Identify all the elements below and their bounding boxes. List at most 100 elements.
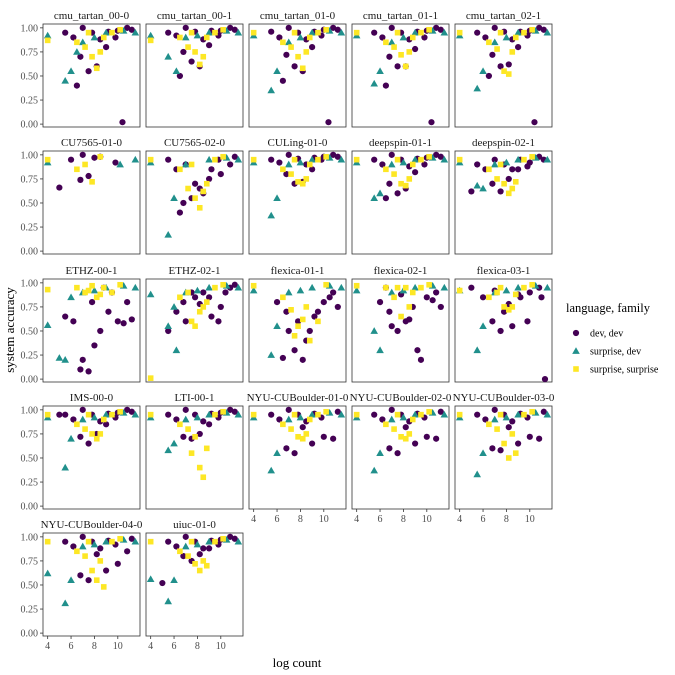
y-tick-label: 0.75 [21,174,39,185]
y-tick-label: 0.50 [21,580,39,591]
data-point [515,166,522,173]
data-point [494,176,500,182]
facet-title: cmu_tartan_01-0 [260,10,336,22]
data-point [102,28,110,36]
data-point [177,34,183,41]
data-point [79,24,86,31]
data-point [299,316,306,323]
y-tick-label: 1.00 [21,405,39,416]
facet-panel: cmu_tartan_00-0 0.00 0.25 0.50 0.75 1.00 [21,10,141,131]
data-point [386,308,393,315]
data-point [280,421,286,428]
data-point [494,289,500,296]
data-point [409,34,416,41]
data-point [220,26,226,33]
facet-panel: cmu_tartan_01-1 [351,10,450,128]
data-point [391,44,397,50]
data-point [486,39,492,46]
data-point [97,153,104,160]
data-point [387,38,396,46]
data-point [479,322,487,330]
data-point [43,569,52,577]
data-point [299,424,306,431]
data-point [414,347,421,354]
y-tick-label: 0.00 [21,247,39,258]
data-point [315,29,321,36]
data-point [296,33,305,41]
data-point [97,545,104,552]
data-point [521,29,527,36]
data-point [250,411,257,418]
data-point [276,416,283,423]
data-point [456,29,463,36]
data-point [147,156,154,163]
data-point [509,185,516,192]
data-point [79,151,86,158]
data-point [334,26,341,33]
data-point [309,44,316,51]
data-point [521,411,527,418]
data-point [97,558,104,564]
data-point [203,562,210,569]
data-point [536,435,543,442]
data-point [308,283,316,291]
facet-title: NYU-CUBoulder-02-0 [350,392,452,404]
data-point [337,410,346,418]
data-point [526,289,533,296]
facet-panel: CU7565-01-0 0.00 0.25 0.50 0.75 1.00 [21,137,141,258]
data-point [212,411,218,418]
data-point [353,29,360,36]
data-point [308,28,316,36]
data-point [285,327,292,335]
data-point [497,284,504,291]
facet-panel: deepspin-02-1 [454,137,553,255]
data-point [309,166,316,173]
data-point [284,38,293,46]
data-point [102,537,110,545]
data-point [473,470,482,478]
data-point [388,406,395,413]
data-point [250,282,257,289]
data-point [177,294,183,301]
data-point [371,156,378,163]
data-point [220,408,226,415]
y-tick-label: 0.75 [21,556,39,567]
data-point [398,52,404,58]
data-point [109,29,115,36]
data-point [185,289,191,296]
data-point [93,551,100,558]
data-point [77,53,84,60]
data-point [505,61,512,68]
data-point [176,209,183,216]
data-point [90,413,99,421]
data-point [388,24,395,31]
data-point [391,171,397,177]
x-tick-label: 6 [275,514,280,525]
data-point [491,156,498,163]
data-point [185,426,191,432]
data-point [89,282,95,289]
data-point [291,411,298,418]
data-point [82,553,88,559]
facet-panel: uiuc-01-0 4 6 8 10 [145,519,244,652]
data-point [388,151,395,158]
data-point [212,156,218,163]
data-point [291,450,298,457]
data-point [74,284,80,291]
data-point [173,308,180,315]
x-tick-label: 6 [172,641,177,652]
data-point [489,445,496,452]
data-point [353,282,360,289]
data-point [388,323,395,330]
data-point [529,26,535,33]
x-tick-label: 6 [481,514,486,525]
data-point [180,199,187,207]
data-point [217,171,224,178]
y-tick-label: 0.75 [21,302,39,313]
legend: language, family dev, dev surprise, dev su… [566,301,659,376]
data-point [485,72,492,80]
data-point [371,29,378,36]
facet-title: flexica-02-1 [374,265,428,277]
data-point [320,299,327,306]
